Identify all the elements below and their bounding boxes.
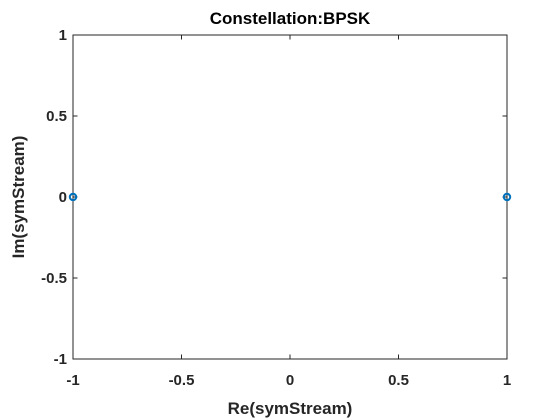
- x-tick-label: 1: [503, 372, 511, 389]
- x-tick-label: 0: [286, 372, 294, 389]
- data-point: [68, 192, 78, 202]
- plot-area: [72, 34, 508, 360]
- y-tick-label: 0: [59, 189, 67, 206]
- x-tick-label: 0.5: [388, 372, 409, 389]
- y-tick-label: 1: [59, 27, 67, 44]
- data-point: [502, 192, 512, 202]
- y-tick-label: -0.5: [41, 270, 67, 287]
- chart-title: Constellation:BPSK: [210, 9, 371, 28]
- data-points: [68, 192, 512, 202]
- y-axis-label: Im(symStream): [9, 136, 28, 259]
- x-tick-labels: -1 -0.5 0 0.5 1: [66, 372, 511, 389]
- y-tick-label: 0.5: [46, 108, 67, 125]
- x-tick-label: -1: [66, 372, 79, 389]
- x-tick-label: -0.5: [169, 372, 195, 389]
- y-tick-label: -1: [54, 351, 67, 368]
- y-tick-labels: -1 -0.5 0 0.5 1: [41, 27, 67, 368]
- x-axis-label: Re(symStream): [228, 399, 353, 418]
